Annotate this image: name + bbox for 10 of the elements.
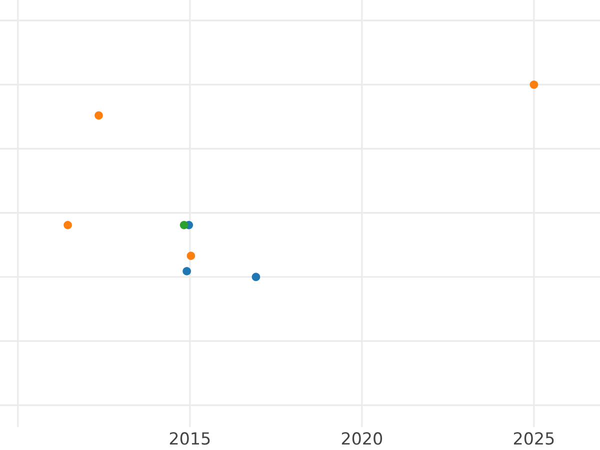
point <box>530 80 538 89</box>
point <box>252 272 260 282</box>
point <box>94 111 103 120</box>
point <box>64 220 72 230</box>
point <box>186 252 196 260</box>
x-tick-label: 2015 <box>170 432 210 445</box>
point <box>182 267 191 276</box>
x-tick-label: 2025 <box>514 432 554 445</box>
point <box>180 220 188 230</box>
x-tick-label: 2020 <box>342 432 382 445</box>
